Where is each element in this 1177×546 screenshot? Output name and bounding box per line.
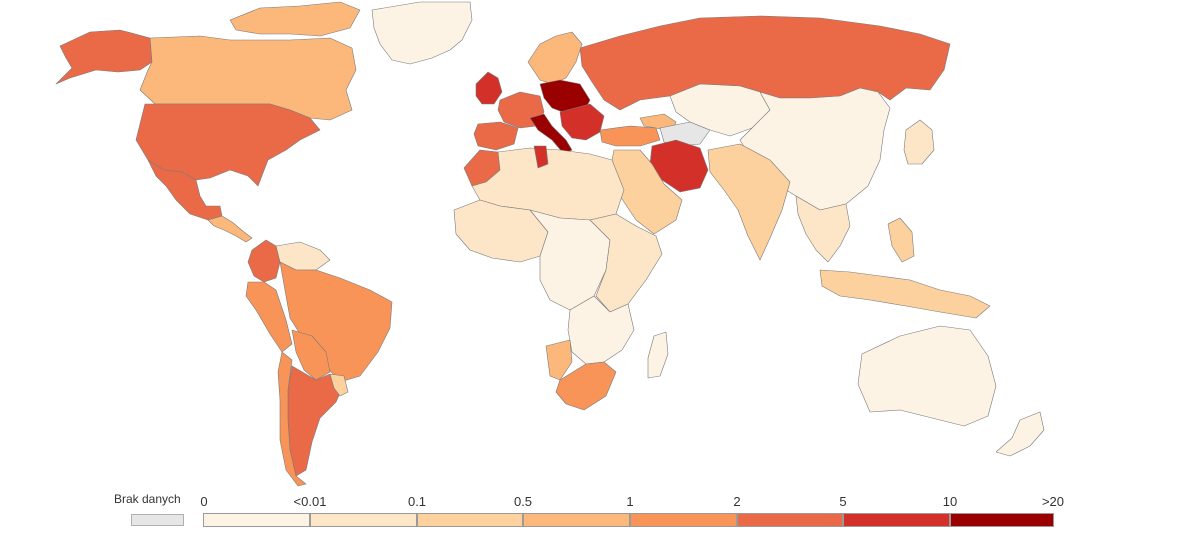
region-indonesia[interactable] bbox=[819, 269, 991, 319]
region-east-africa[interactable] bbox=[589, 213, 663, 313]
region-uruguay[interactable] bbox=[329, 373, 349, 397]
region-new-zealand[interactable] bbox=[995, 411, 1045, 457]
region-colombia[interactable] bbox=[247, 239, 281, 283]
region-alaska[interactable] bbox=[55, 29, 153, 85]
legend-bin bbox=[310, 513, 417, 527]
legend-tick-label: 1 bbox=[626, 494, 634, 509]
region-greenland[interactable] bbox=[371, 1, 473, 65]
region-italy[interactable] bbox=[529, 113, 573, 155]
region-peru[interactable] bbox=[245, 281, 293, 353]
region-southeast-asia[interactable] bbox=[795, 195, 851, 263]
region-australia[interactable] bbox=[857, 325, 997, 427]
legend-bin bbox=[417, 513, 523, 527]
region-balkans[interactable] bbox=[559, 103, 605, 141]
region-mexico[interactable] bbox=[147, 159, 223, 221]
legend-bin bbox=[843, 513, 950, 527]
region-madagascar[interactable] bbox=[647, 331, 669, 379]
world-map bbox=[55, 1, 1045, 487]
legend-tick-label: >20 bbox=[1041, 494, 1065, 509]
region-chile[interactable] bbox=[277, 351, 307, 487]
legend-tick-label: 0 bbox=[200, 494, 208, 509]
legend-bin bbox=[630, 513, 737, 527]
region-scandinavia[interactable] bbox=[527, 31, 583, 85]
region-central-america[interactable] bbox=[207, 215, 253, 243]
region-philippines[interactable] bbox=[887, 217, 915, 263]
region-canada[interactable] bbox=[139, 35, 357, 121]
region-india[interactable] bbox=[707, 143, 791, 261]
legend-tick-label: 10 bbox=[942, 494, 958, 509]
region-namibia[interactable] bbox=[545, 339, 573, 381]
region-bolivia[interactable] bbox=[291, 329, 331, 381]
legend-tick-label: 0.1 bbox=[407, 494, 427, 509]
legend-bin bbox=[737, 513, 843, 527]
region-brazil[interactable] bbox=[279, 261, 393, 383]
region-tunisia[interactable] bbox=[533, 145, 549, 169]
region-japan[interactable] bbox=[903, 119, 935, 165]
region-south-africa[interactable] bbox=[555, 361, 617, 411]
no-data-label: Brak danych bbox=[114, 492, 181, 506]
legend-bin bbox=[203, 513, 310, 527]
region-southern-africa[interactable] bbox=[567, 295, 635, 365]
legend-tick-label: 5 bbox=[839, 494, 847, 509]
region-turkey[interactable] bbox=[599, 125, 661, 147]
legend-bin bbox=[950, 513, 1054, 527]
region-canada-islands[interactable] bbox=[229, 1, 361, 37]
region-uk[interactable] bbox=[475, 71, 503, 105]
legend-tick-label: <0.01 bbox=[293, 494, 327, 509]
legend-tick-label: 0.5 bbox=[513, 494, 533, 509]
no-data-swatch bbox=[131, 514, 184, 526]
legend-bin bbox=[523, 513, 630, 527]
legend-tick-label: 2 bbox=[733, 494, 741, 509]
region-iberia[interactable] bbox=[473, 121, 519, 151]
